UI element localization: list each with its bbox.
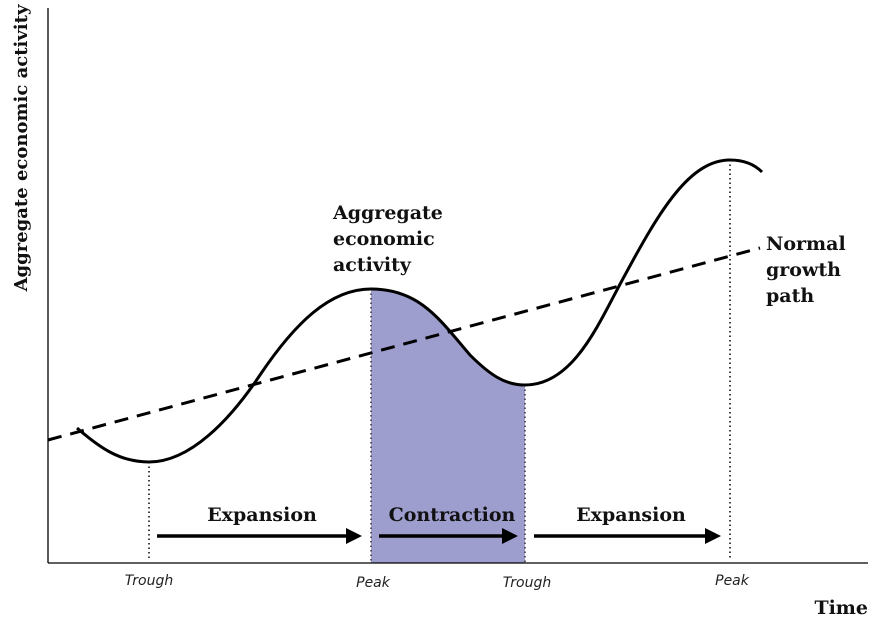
phase-label-contraction: Contraction <box>389 504 516 526</box>
x-axis-label: Time <box>814 597 868 619</box>
turning-point-peak-2: Peak <box>715 573 750 589</box>
trend-label-line-3: path <box>766 285 814 307</box>
curve-label: Aggregate economic activity <box>332 202 443 276</box>
phase-label-expansion-2: Expansion <box>576 504 686 526</box>
normal-growth-path-line <box>47 246 761 442</box>
turning-point-peak-1: Peak <box>356 575 391 591</box>
trend-label: Normal growth path <box>766 233 846 307</box>
trend-label-line-1: Normal <box>766 233 846 255</box>
curve-label-line-3: activity <box>333 254 412 276</box>
turning-point-trough-2: Trough <box>503 575 551 591</box>
curve-label-line-2: economic <box>333 228 435 250</box>
curve-label-line-1: Aggregate <box>332 202 443 224</box>
expansion-arrow-1 <box>157 528 362 544</box>
phase-label-expansion-1: Expansion <box>207 504 317 526</box>
contraction-arrow <box>379 528 518 544</box>
y-axis-label: Aggregate economic activity <box>11 4 32 292</box>
trend-label-line-2: growth <box>766 259 841 281</box>
turning-point-trough-1: Trough <box>125 573 173 589</box>
expansion-arrow-2 <box>534 528 721 544</box>
aggregate-activity-curve <box>76 158 764 464</box>
contraction-shaded-region <box>371 289 525 563</box>
